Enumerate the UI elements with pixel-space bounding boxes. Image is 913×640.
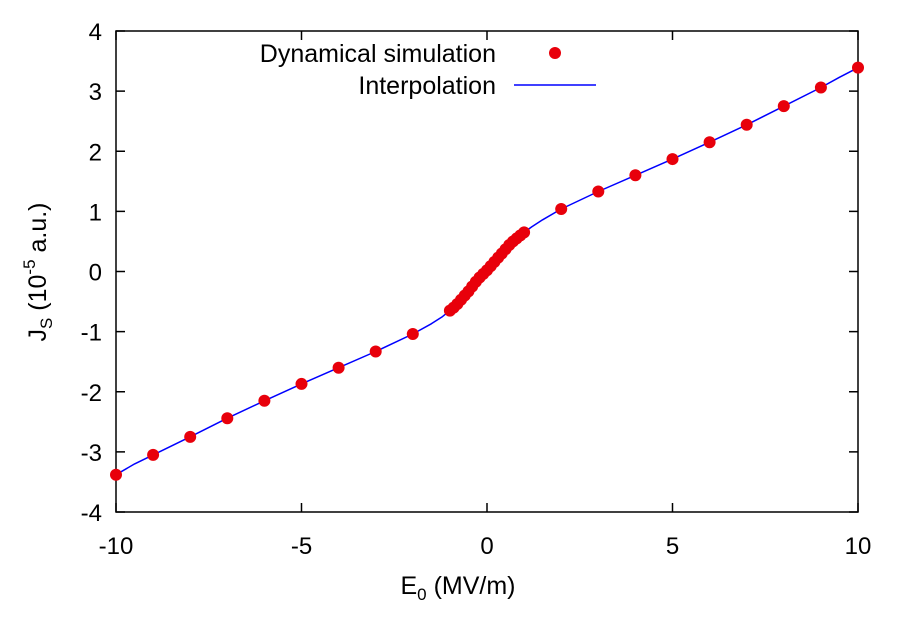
simulation-point xyxy=(666,153,679,166)
simulation-point xyxy=(814,81,827,94)
simulation-point xyxy=(740,118,753,131)
y-tick-label: -2 xyxy=(81,380,102,407)
simulation-point xyxy=(406,328,419,341)
simulation-point xyxy=(258,394,271,407)
y-tick-label: 0 xyxy=(89,260,102,287)
legend: Dynamical simulation Interpolation xyxy=(260,40,596,100)
simulation-point xyxy=(369,345,382,358)
simulation-point xyxy=(852,61,864,74)
legend-label: Interpolation xyxy=(358,72,496,100)
simulation-point xyxy=(555,202,568,215)
x-axis-title: E0 (MV/m) xyxy=(400,572,515,604)
y-axis-title: JS (10-5 a.u.) xyxy=(20,202,56,341)
x-tick-label: -5 xyxy=(291,533,312,560)
y-tick-label: 1 xyxy=(89,199,102,226)
y-tick-label: -3 xyxy=(81,440,102,467)
simulation-point xyxy=(703,136,716,149)
x-tick-label: 10 xyxy=(845,533,872,560)
simulation-point xyxy=(184,430,197,443)
simulation-point xyxy=(332,361,345,374)
simulation-point xyxy=(147,448,160,461)
x-tick-label: -10 xyxy=(99,533,134,560)
y-tick-label: -1 xyxy=(81,320,102,347)
simulation-point xyxy=(295,377,308,390)
simulation-point xyxy=(629,169,642,182)
simulation-point xyxy=(592,185,605,198)
y-tick-label: 3 xyxy=(89,79,102,106)
simulation-point xyxy=(777,100,790,113)
simulation-point xyxy=(110,468,122,481)
legend-label: Dynamical simulation xyxy=(260,40,496,68)
x-tick-label: 0 xyxy=(480,533,493,560)
y-tick-label: 2 xyxy=(89,139,102,166)
legend-point-swatch xyxy=(549,47,561,59)
simulation-point xyxy=(518,226,531,239)
x-tick-label: 5 xyxy=(666,533,679,560)
simulation-point xyxy=(221,412,234,425)
y-tick-label: -4 xyxy=(81,500,102,527)
simulation-points-layer xyxy=(110,61,864,481)
y-tick-label: 4 xyxy=(89,19,102,46)
